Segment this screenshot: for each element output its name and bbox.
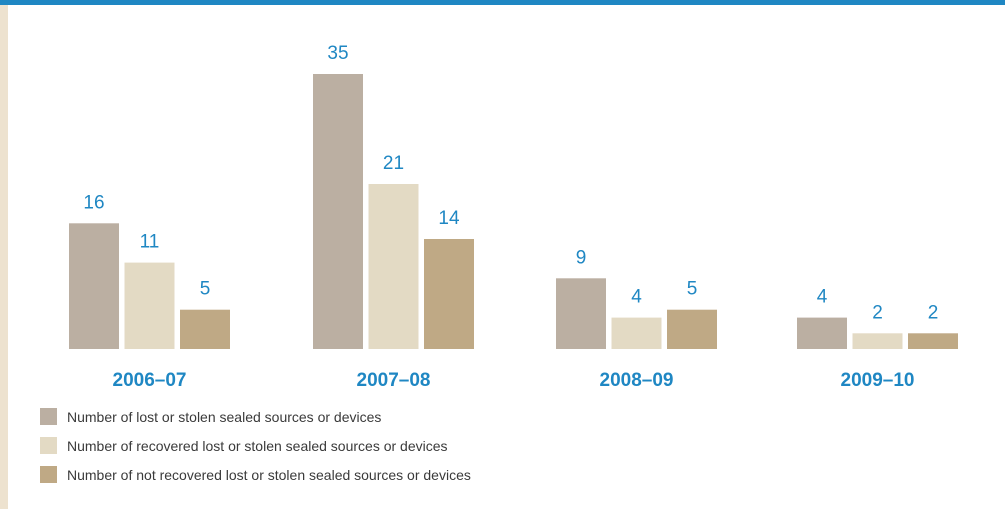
legend-label-not-recovered: Number of not recovered lost or stolen s… xyxy=(67,466,471,483)
top-accent-rule xyxy=(0,0,1005,5)
bar-2007–08-series-0 xyxy=(313,74,363,349)
bar-2008–09-series-1 xyxy=(611,317,662,349)
bar-2007–08-series-1 xyxy=(368,184,419,349)
bar-2007–08-series-2 xyxy=(424,239,474,349)
legend-item-recovered: Number of recovered lost or stolen seale… xyxy=(40,431,471,460)
legend-label-lost-stolen: Number of lost or stolen sealed sources … xyxy=(67,408,382,425)
bar-2008–09-series-0 xyxy=(556,278,606,349)
legend-swatch-recovered xyxy=(40,437,57,454)
value-label-2008–09-series-0: 9 xyxy=(576,247,587,268)
value-label-2008–09-series-2: 5 xyxy=(687,279,698,300)
value-label-2007–08-series-2: 14 xyxy=(438,208,460,229)
value-label-2009–10-series-0: 4 xyxy=(817,287,828,308)
category-label-2009–10: 2009–10 xyxy=(841,370,915,391)
legend-swatch-not-recovered xyxy=(40,466,57,483)
bar-2006–07-series-1 xyxy=(124,262,175,349)
legend: Number of lost or stolen sealed sources … xyxy=(40,402,471,489)
legend-item-not-recovered: Number of not recovered lost or stolen s… xyxy=(40,460,471,489)
bar-2006–07-series-2 xyxy=(180,309,230,349)
legend-swatch-lost-stolen xyxy=(40,408,57,425)
value-label-2007–08-series-0: 35 xyxy=(327,43,348,64)
legend-label-recovered: Number of recovered lost or stolen seale… xyxy=(67,437,448,454)
value-label-2008–09-series-1: 4 xyxy=(631,287,642,308)
legend-item-lost-stolen: Number of lost or stolen sealed sources … xyxy=(40,402,471,431)
bar-2006–07-series-0 xyxy=(69,223,119,349)
category-label-2008–09: 2008–09 xyxy=(600,370,674,391)
value-label-2009–10-series-1: 2 xyxy=(872,302,883,323)
left-side-band xyxy=(0,5,8,509)
value-labels-layer: 16 11 5 35 21 14 9 4 5 4 2 2 xyxy=(83,43,938,323)
bars-layer xyxy=(69,74,958,349)
value-label-2006–07-series-2: 5 xyxy=(200,279,211,300)
value-label-2006–07-series-1: 11 xyxy=(140,232,160,253)
value-label-2006–07-series-0: 16 xyxy=(83,192,104,213)
bar-2008–09-series-2 xyxy=(667,309,717,349)
bar-2009–10-series-1 xyxy=(852,333,903,349)
bar-2009–10-series-0 xyxy=(797,317,847,349)
bar-2009–10-series-2 xyxy=(908,333,958,349)
category-label-2007–08: 2007–08 xyxy=(357,370,431,391)
category-labels-layer: 2006–07 2007–08 2008–09 2009–10 xyxy=(113,370,915,391)
value-label-2007–08-series-1: 21 xyxy=(383,153,404,174)
value-label-2009–10-series-2: 2 xyxy=(928,302,939,323)
category-label-2006–07: 2006–07 xyxy=(113,370,187,391)
